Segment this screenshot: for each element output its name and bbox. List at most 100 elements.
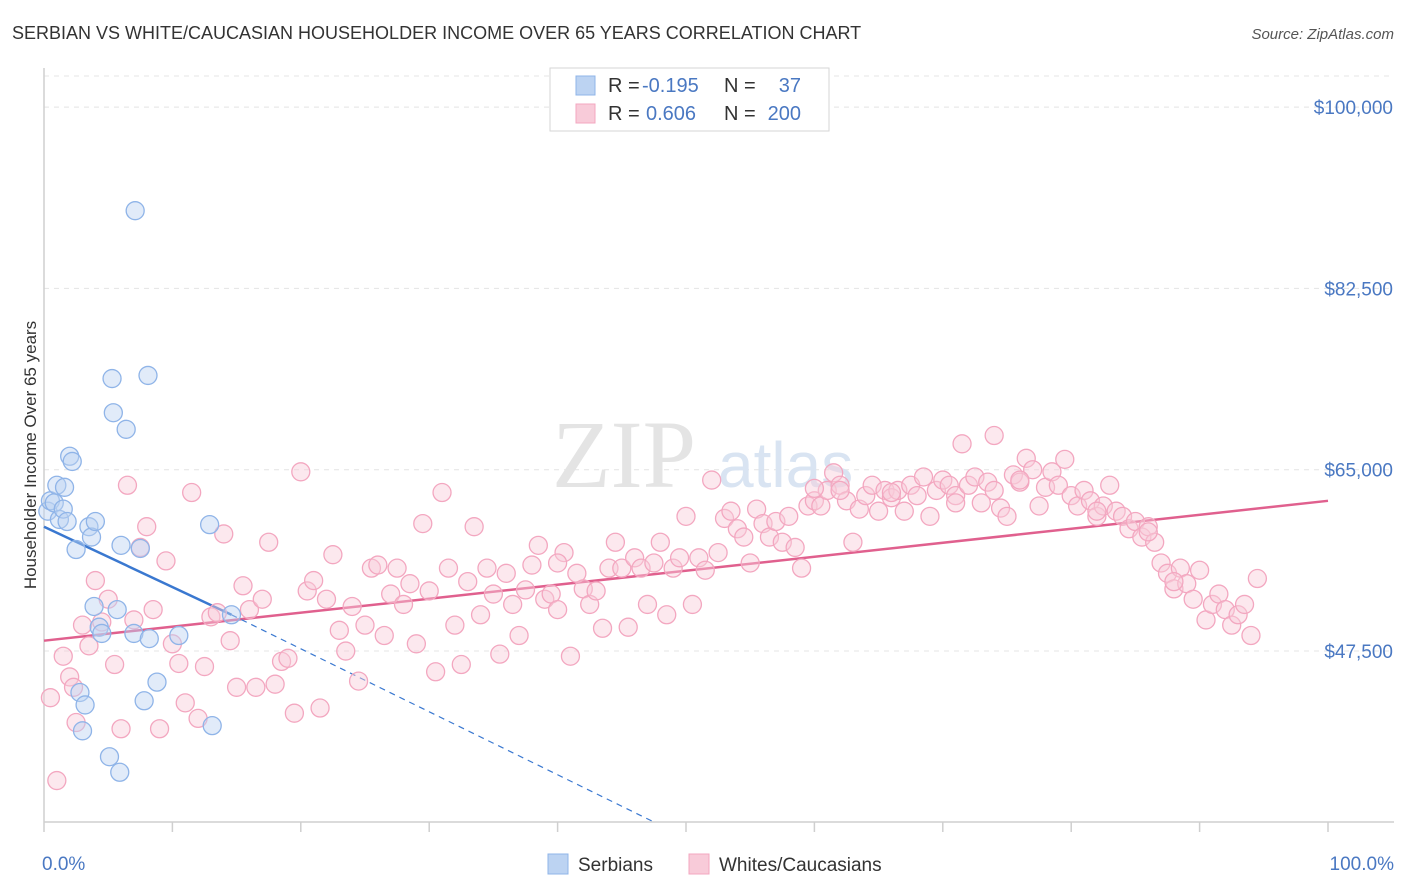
- whites-point-92: [624, 548, 645, 568]
- whites-point-102: [689, 548, 709, 568]
- series-legend-label-serbians: Serbians: [578, 855, 653, 876]
- whites-point-56: [393, 594, 414, 615]
- whites-point-153: [1016, 448, 1036, 468]
- whites-point-32: [239, 599, 260, 620]
- whites-point-189: [1247, 568, 1268, 589]
- legend-swatch-serbians: [575, 75, 596, 96]
- whites-point-167: [1106, 501, 1126, 521]
- whites-point-78: [535, 589, 555, 609]
- x-tick-labels: 0.0% 100.0%: [42, 854, 1394, 875]
- legend-r-label-whites: R =: [608, 103, 640, 125]
- whites-point-69: [477, 558, 497, 578]
- whites-point-103: [695, 560, 715, 580]
- whites-point-57: [400, 574, 420, 594]
- whites-point-96: [650, 532, 670, 552]
- series-legend: Serbians Whites/Caucasians: [547, 853, 882, 876]
- whites-point-3: [60, 667, 80, 687]
- whites-point-46: [329, 620, 349, 640]
- trend-line-serbians: [43, 525, 232, 616]
- trend-line-whites: [43, 499, 1329, 642]
- whites-point-27: [207, 603, 227, 623]
- whites-point-14: [124, 610, 144, 630]
- whites-point-89: [605, 532, 626, 552]
- whites-point-116: [779, 506, 799, 526]
- x-tick-marks: [43, 822, 1329, 832]
- whites-point-99: [669, 548, 690, 568]
- legend-r-value-whites: 0.606: [646, 103, 696, 125]
- legend-n-label-serbians: N =: [724, 75, 756, 97]
- whites-point-16: [137, 517, 157, 537]
- whites-point-61: [425, 662, 446, 682]
- whites-point-97: [657, 605, 677, 625]
- whites-point-33: [246, 677, 266, 697]
- x-tick-label-1: 100.0%: [1330, 854, 1395, 875]
- serbian-point-13: [75, 695, 95, 715]
- whites-point-63: [438, 558, 459, 578]
- whites-point-13: [117, 475, 138, 495]
- serbian-point-34: [169, 625, 189, 646]
- legend-r-value-serbians: -0.195: [642, 75, 699, 97]
- whites-point-137: [913, 467, 934, 487]
- whites-point-104: [702, 470, 722, 490]
- whites-point-155: [1029, 496, 1049, 516]
- whites-point-48: [342, 596, 362, 617]
- serbian-point-26: [116, 419, 136, 439]
- whites-point-188: [1241, 625, 1261, 646]
- whites-point-106: [714, 508, 735, 529]
- whites-point-41: [297, 581, 317, 601]
- whites-point-154: [1023, 460, 1043, 480]
- whites-point-109: [734, 527, 754, 547]
- whites-point-128: [856, 485, 876, 506]
- whites-point-58: [406, 634, 427, 654]
- whites-point-134: [894, 501, 914, 521]
- whites-point-140: [933, 470, 953, 490]
- whites-point-194: [1010, 470, 1030, 490]
- whites-point-196: [1138, 522, 1158, 542]
- trend-line-serbians-extension: [231, 614, 655, 823]
- legend-n-value-serbians: 37: [779, 75, 801, 97]
- whites-point-40: [291, 462, 311, 482]
- whites-point-62: [432, 482, 452, 503]
- whites-point-80: [547, 599, 568, 620]
- whites-point-118: [791, 558, 812, 578]
- serbian-point-37: [221, 605, 242, 625]
- whites-point-60: [419, 581, 439, 601]
- chart-title: SERBIAN VS WHITE/CAUCASIAN HOUSEHOLDER I…: [12, 23, 861, 43]
- serbian-point-16: [84, 596, 104, 617]
- serbian-point-32: [139, 628, 159, 649]
- whites-point-138: [920, 506, 940, 526]
- whites-point-126: [843, 532, 863, 552]
- serbian-point-25: [111, 535, 131, 556]
- whites-point-45: [323, 545, 343, 565]
- whites-point-95: [644, 553, 664, 573]
- whites-point-12: [111, 719, 131, 739]
- whites-point-151: [1003, 465, 1024, 485]
- serbians-points: [38, 201, 242, 782]
- whites-point-18: [149, 719, 170, 739]
- whites-point-6: [72, 615, 93, 635]
- serbian-point-3: [47, 475, 67, 495]
- whites-point-76: [522, 555, 542, 575]
- serbian-point-6: [54, 477, 75, 497]
- whites-point-199: [1164, 571, 1184, 592]
- whites-point-9: [92, 612, 112, 632]
- whites-point-44: [316, 589, 337, 609]
- serbian-point-12: [72, 721, 93, 741]
- whites-point-65: [451, 654, 471, 675]
- serbian-point-7: [57, 511, 77, 532]
- whites-point-187: [1234, 594, 1255, 615]
- whites-point-146: [971, 493, 991, 513]
- whites-point-8: [85, 570, 106, 591]
- whites-point-66: [458, 571, 478, 592]
- watermark-zip: ZIP: [552, 401, 696, 508]
- serbian-point-21: [102, 368, 122, 389]
- serbian-point-24: [110, 762, 130, 782]
- whites-point-162: [1074, 480, 1094, 501]
- whites-point-105: [708, 542, 728, 563]
- whites-point-193: [945, 493, 966, 513]
- whites-point-91: [618, 617, 638, 637]
- whites-point-54: [381, 584, 401, 604]
- whites-point-173: [1145, 532, 1165, 552]
- whites-caucasians-points: [40, 425, 1268, 791]
- whites-point-123: [824, 463, 844, 483]
